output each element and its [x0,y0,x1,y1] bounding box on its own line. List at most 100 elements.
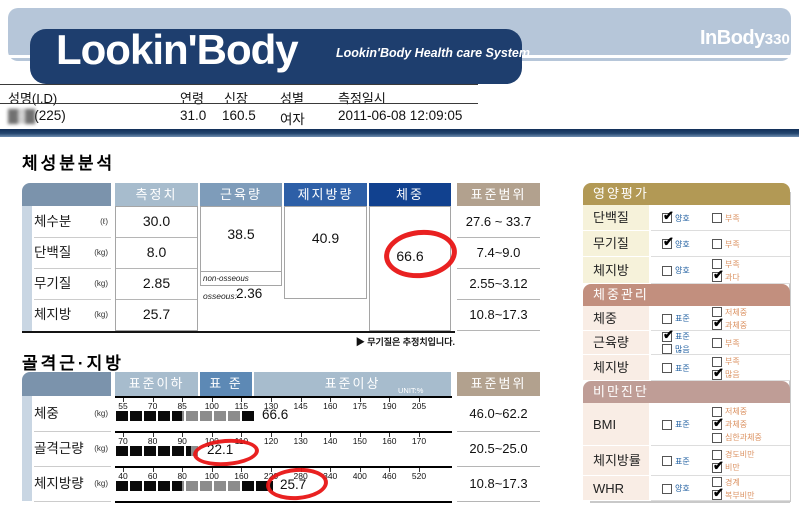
row-separator [34,501,111,502]
bar-tick-mark [123,398,124,402]
eval-option: ✔ 표준 [662,328,690,343]
bar-tick-label: 115 [234,401,249,411]
eval-option: 많음 [662,344,690,356]
eval-option: 양호 [662,483,690,495]
checkbox-unchecked[interactable] [662,419,672,430]
comp-measured-value: 25.7 [142,306,171,322]
bar-tick-mark [271,468,272,472]
bar-tick-mark [389,398,391,402]
bar-tick-mark [182,398,184,402]
checkbox-checked[interactable]: ✔ [662,328,674,342]
checkbox-unchecked[interactable] [662,483,672,494]
skel-header-above: 표준이상 [254,372,451,396]
comp-header-lean: 제지방량 [284,183,367,206]
comp-header-measured: 측정치 [115,183,198,206]
bar-tick-mark [330,398,332,402]
checkbox-unchecked[interactable] [712,213,722,223]
bar-tick-mark [152,468,154,472]
info-rule-bottom [0,103,478,104]
checkbox-unchecked[interactable] [712,449,722,460]
eval-option-label: 양호 [675,484,690,493]
bar-value: 66.6 [262,407,289,422]
bar-tick-label: 400 [352,471,367,481]
checkbox-checked[interactable]: ✔ [662,209,674,223]
checkbox-unchecked[interactable] [712,356,722,367]
eval-option: 경도비만 [712,449,754,461]
checkbox-checked[interactable]: ✔ [712,316,724,330]
eval-option: 표준 [662,455,690,467]
eval-option: 표준 [662,419,690,431]
checkbox-unchecked[interactable] [662,363,672,373]
bar-tick-label: 130 [263,401,279,411]
eval-section-header: 비만진단 [583,381,790,403]
bar-tick-mark [211,398,213,402]
checkbox-checked[interactable]: ✔ [712,459,724,473]
eval-option-label: 양호 [675,266,690,275]
eval-option: ✔ 양호 [662,235,690,250]
patient-gender-value: 여자 [280,112,305,127]
checkbox-unchecked[interactable] [712,432,722,443]
muscle-mass-value: 38.5 [227,226,255,242]
checkbox-checked[interactable]: ✔ [712,416,724,430]
eval-option-column: 양호 [662,476,690,501]
checkbox-unchecked[interactable] [662,265,672,276]
checkbox-checked[interactable]: ✔ [712,268,724,282]
bar-axis-line [115,466,452,468]
check-mark-icon: ✔ [663,326,674,342]
eval-option-label: 부족 [725,338,740,348]
sidebar-shadow-bottom [590,501,790,503]
checkbox-unchecked[interactable] [712,338,722,348]
comp-row-label: 무기질 [34,276,72,291]
checkbox-checked[interactable]: ✔ [712,366,724,380]
eval-option: 부족 [712,258,740,270]
bar-tick-label: 70 [147,401,158,411]
checkbox-unchecked[interactable] [712,239,722,249]
checkbox-unchecked[interactable] [712,259,722,269]
checkbox-unchecked[interactable] [662,313,672,324]
logo-box: Lookin'Body Lookin'Body Health care Syst… [30,26,530,84]
comp-table-bottom-rule [22,331,455,333]
checkbox-checked[interactable]: ✔ [712,486,724,500]
eval-option-label: 많음 [675,344,690,354]
patient-gender-label: 성별 [280,91,304,106]
bar-tick-mark [330,433,332,437]
checkbox-checked[interactable]: ✔ [662,235,674,249]
eval-option-label: 양호 [675,239,690,249]
eval-option-column: ✔ 양호 [662,205,690,231]
eval-option-column: 부족 [712,231,740,257]
row-separator [457,268,540,269]
eval-option: 부족 [712,337,740,349]
eval-row-label: 체지방 [593,360,629,375]
eval-option-label: 저체중 [725,307,748,317]
bar-tick-label: 80 [177,471,187,481]
weight-value: 66.6 [396,248,424,264]
checkbox-unchecked[interactable] [662,456,672,466]
bar-tick-label: 100 [204,471,219,481]
comp-header-weight: 체중 [369,183,451,206]
eval-row-label: 체지방률 [593,453,641,468]
bar-tick-mark [330,468,332,472]
bar-tick-mark [152,433,154,437]
eval-option-column: 부족 [712,205,740,231]
comp-header-muscle: 근육량 [200,183,282,206]
comp-range-value: 7.4~9.0 [476,245,521,260]
checkbox-unchecked[interactable] [712,477,722,487]
lean-mass-value: 40.9 [311,230,340,246]
eval-option-label: 비만 [725,463,740,472]
bar-axis-line [115,396,452,398]
check-mark-icon: ✔ [713,364,724,380]
checkbox-unchecked[interactable] [662,344,672,355]
checkbox-unchecked[interactable] [712,406,722,417]
eval-option: 심한과체중 [712,432,762,444]
comp-range-value: 27.6 ~ 33.7 [465,214,532,229]
patient-name-label: 성명(I.D) [8,91,58,106]
skel-row-label: 체중 [34,406,59,421]
comp-row-unit: (kg) [94,279,108,288]
checkbox-unchecked[interactable] [712,307,722,317]
skel-left-strip [22,396,32,501]
patient-height-label: 신장 [224,91,248,106]
bar-tick-label: 85 [177,401,187,411]
comp-left-strip [22,206,32,331]
eval-row-label-cell [583,231,649,257]
check-mark-icon: ✔ [713,414,724,430]
